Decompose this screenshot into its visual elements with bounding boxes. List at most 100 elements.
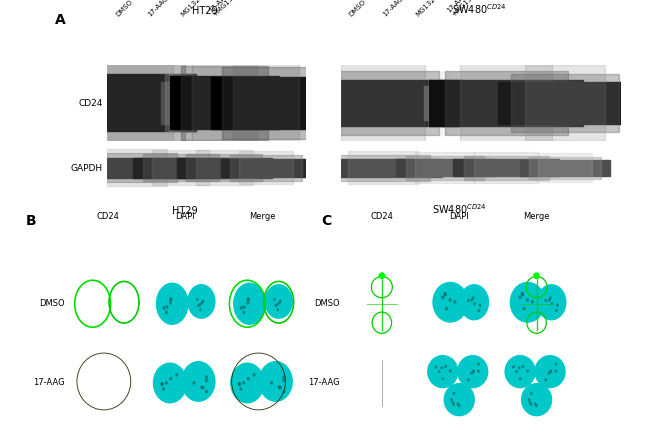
Ellipse shape	[197, 304, 200, 307]
Bar	[107, 149, 166, 186]
Ellipse shape	[504, 355, 536, 388]
Bar	[511, 74, 619, 132]
Text: CD24: CD24	[96, 212, 119, 221]
Ellipse shape	[162, 387, 165, 391]
Bar	[324, 159, 442, 177]
Text: Merge: Merge	[249, 212, 276, 221]
Ellipse shape	[201, 301, 203, 304]
Ellipse shape	[282, 375, 285, 379]
Ellipse shape	[467, 299, 470, 302]
Ellipse shape	[528, 398, 530, 401]
Bar	[211, 77, 320, 129]
Ellipse shape	[161, 382, 163, 386]
Bar	[520, 160, 610, 176]
Bar	[529, 157, 601, 179]
Text: 17-AAG: 17-AAG	[33, 378, 65, 388]
Ellipse shape	[265, 284, 293, 319]
Text: HT29: HT29	[192, 6, 218, 16]
Ellipse shape	[450, 398, 453, 401]
Ellipse shape	[547, 372, 551, 375]
Ellipse shape	[205, 379, 208, 382]
Ellipse shape	[238, 382, 240, 386]
Ellipse shape	[156, 283, 188, 325]
Bar	[239, 152, 292, 184]
Bar	[87, 158, 187, 178]
Bar	[186, 154, 263, 181]
Ellipse shape	[170, 297, 172, 301]
Text: 17-AAG: 17-AAG	[146, 0, 170, 18]
Ellipse shape	[534, 402, 537, 405]
Ellipse shape	[246, 377, 250, 381]
Text: DMSO: DMSO	[314, 299, 339, 308]
Ellipse shape	[246, 301, 250, 305]
Bar	[170, 76, 279, 129]
Ellipse shape	[444, 365, 447, 368]
Ellipse shape	[166, 305, 168, 309]
Ellipse shape	[473, 302, 476, 305]
Text: CD24: CD24	[79, 100, 103, 108]
Ellipse shape	[478, 304, 482, 307]
Bar	[221, 159, 311, 177]
Text: SW480$^{CD24}$: SW480$^{CD24}$	[432, 203, 487, 216]
Ellipse shape	[427, 355, 458, 388]
Text: DMSO: DMSO	[114, 0, 134, 18]
Ellipse shape	[519, 377, 521, 380]
Ellipse shape	[437, 370, 441, 373]
Text: A: A	[55, 13, 66, 27]
Ellipse shape	[458, 404, 461, 407]
Text: 17-AAG: 17-AAG	[381, 0, 404, 18]
Ellipse shape	[467, 378, 470, 381]
Ellipse shape	[472, 371, 474, 374]
Text: SW480$^{CD24}$: SW480$^{CD24}$	[452, 2, 507, 16]
Ellipse shape	[278, 301, 281, 304]
Ellipse shape	[205, 390, 208, 394]
Ellipse shape	[239, 387, 242, 391]
Ellipse shape	[276, 303, 279, 306]
Ellipse shape	[472, 296, 474, 300]
Ellipse shape	[253, 373, 255, 377]
Ellipse shape	[443, 383, 475, 417]
Ellipse shape	[545, 378, 547, 381]
Ellipse shape	[279, 386, 282, 390]
Ellipse shape	[451, 401, 454, 404]
Ellipse shape	[556, 304, 559, 307]
Ellipse shape	[165, 381, 168, 385]
Bar	[327, 71, 439, 135]
Bar	[341, 62, 425, 144]
Text: DMSO: DMSO	[40, 299, 65, 308]
Bar	[424, 86, 465, 120]
Bar	[406, 156, 484, 180]
Ellipse shape	[549, 371, 552, 374]
Ellipse shape	[478, 309, 480, 312]
Ellipse shape	[459, 284, 489, 320]
Ellipse shape	[181, 361, 216, 402]
Ellipse shape	[247, 297, 250, 301]
Ellipse shape	[270, 381, 273, 385]
Ellipse shape	[526, 369, 529, 372]
Bar	[428, 79, 462, 127]
Bar	[90, 63, 185, 142]
Bar	[460, 62, 552, 144]
Bar	[101, 52, 173, 154]
Ellipse shape	[521, 292, 524, 295]
Ellipse shape	[449, 369, 452, 372]
Ellipse shape	[445, 307, 448, 310]
Bar	[152, 150, 209, 185]
Bar	[230, 155, 302, 181]
Ellipse shape	[452, 403, 455, 406]
Ellipse shape	[273, 298, 276, 301]
Text: CD24: CD24	[370, 212, 393, 221]
Ellipse shape	[443, 292, 447, 295]
Ellipse shape	[544, 299, 547, 302]
Ellipse shape	[161, 382, 164, 386]
Ellipse shape	[162, 306, 166, 310]
Ellipse shape	[528, 401, 532, 404]
Text: 17-AAG: 17-AAG	[307, 378, 339, 388]
Ellipse shape	[472, 369, 475, 372]
Text: 17-AAG
+MG132: 17-AAG +MG132	[446, 0, 476, 18]
Bar	[98, 153, 177, 182]
Text: B: B	[26, 214, 36, 228]
Ellipse shape	[169, 301, 172, 305]
Ellipse shape	[548, 298, 551, 302]
Bar	[463, 156, 549, 180]
